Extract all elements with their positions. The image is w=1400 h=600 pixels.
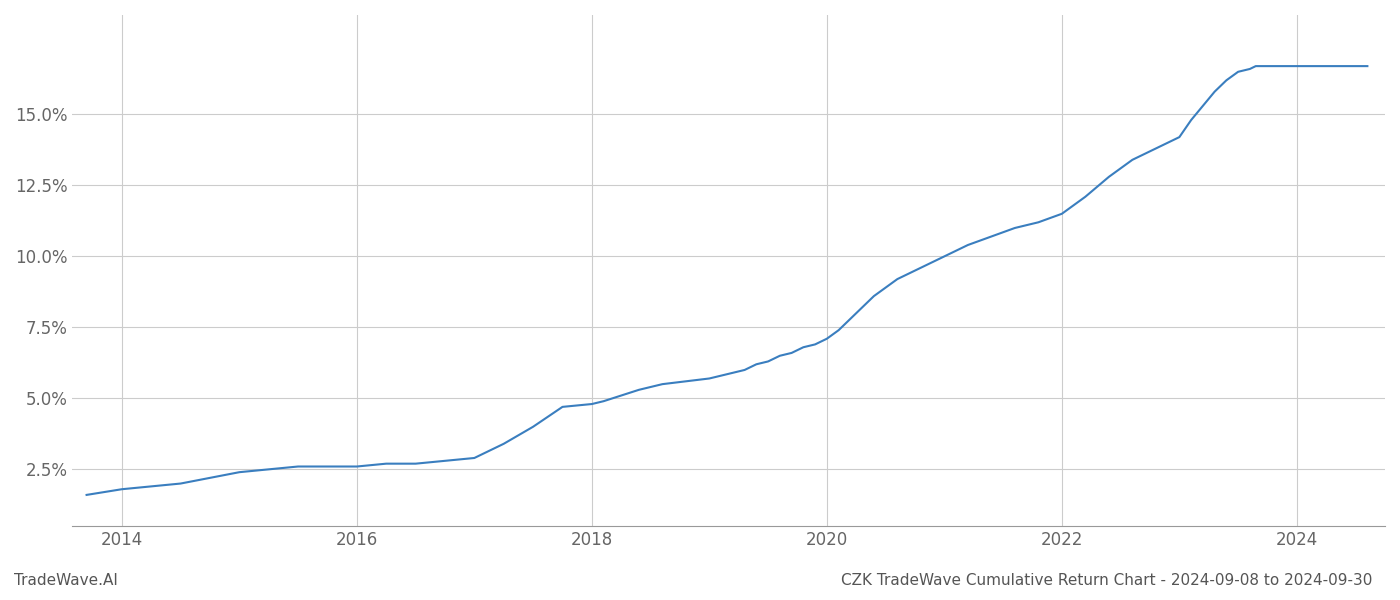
Text: TradeWave.AI: TradeWave.AI	[14, 573, 118, 588]
Text: CZK TradeWave Cumulative Return Chart - 2024-09-08 to 2024-09-30: CZK TradeWave Cumulative Return Chart - …	[840, 573, 1372, 588]
